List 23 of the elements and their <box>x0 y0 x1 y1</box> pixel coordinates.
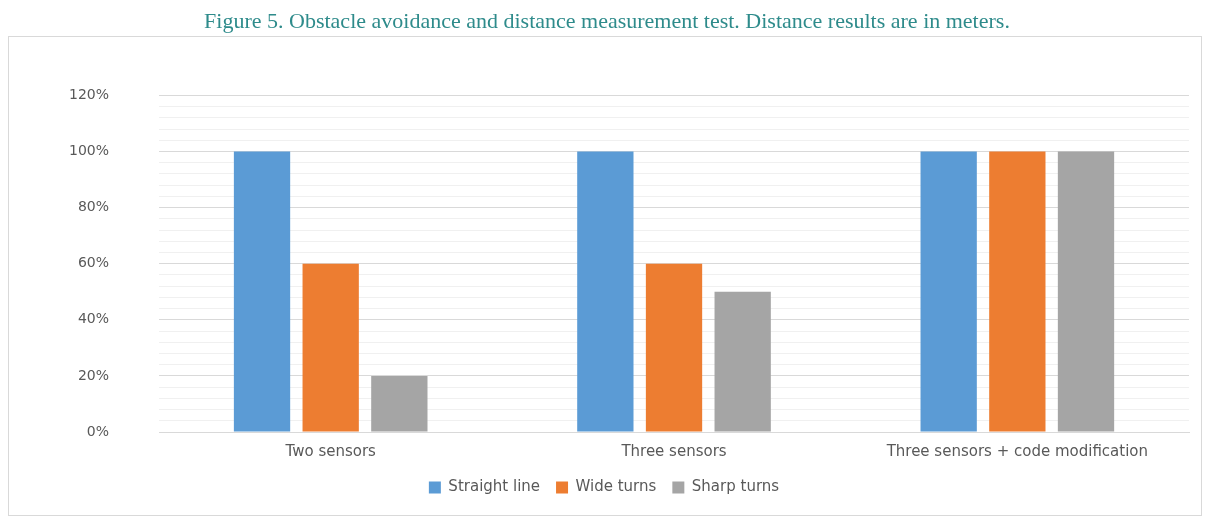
bar <box>645 263 703 432</box>
legend-label: Straight line <box>448 477 541 496</box>
y-tick-label: 60% <box>77 254 110 271</box>
y-tick-label: 40% <box>77 310 110 327</box>
legend-label: Sharp turns <box>691 477 780 496</box>
x-tick-label: Three sensors <box>620 441 727 460</box>
y-tick-label: 100% <box>68 142 110 159</box>
y-tick-label: 80% <box>77 198 110 215</box>
bar <box>371 375 428 432</box>
bar <box>302 263 359 432</box>
y-tick-label: 120% <box>68 86 110 103</box>
bar <box>920 151 977 432</box>
bar <box>714 291 771 432</box>
bar <box>1057 151 1115 432</box>
x-tick-label: Two sensors <box>284 441 377 460</box>
y-tick-label: 0% <box>86 422 110 439</box>
chart-title: Figure 5. Obstacle avoidance and distance measurement test. Distance results are in meters. <box>203 8 1011 35</box>
x-tick-label: Three sensors + code modification <box>885 441 1149 460</box>
y-tick-label: 20% <box>77 366 110 383</box>
bar <box>233 151 291 432</box>
bar <box>989 151 1046 432</box>
legend-label: Wide turns <box>575 477 657 496</box>
bar <box>577 151 634 432</box>
